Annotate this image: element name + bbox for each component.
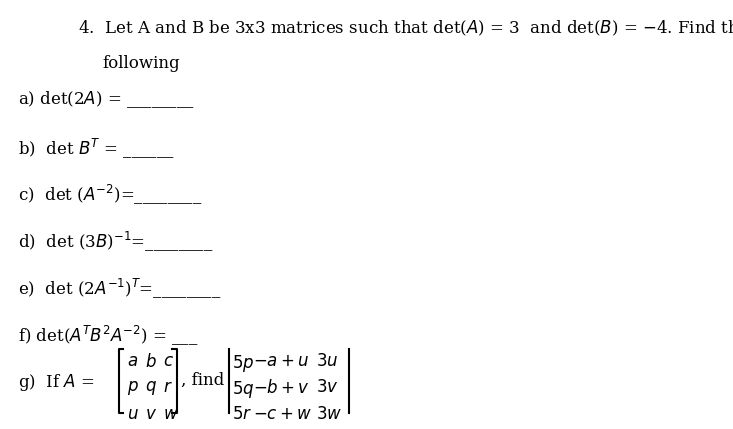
Text: $\mathit{5r}$: $\mathit{5r}$ (232, 406, 253, 423)
Text: b)  det $\mathit{B}^T$ = ______: b) det $\mathit{B}^T$ = ______ (18, 136, 174, 160)
Text: $\mathit{r}$: $\mathit{r}$ (163, 379, 173, 396)
Text: $\mathit{3u}$: $\mathit{3u}$ (316, 353, 339, 370)
Text: $\mathit{5q}$: $\mathit{5q}$ (232, 379, 255, 400)
Text: $\mathit{5p}$: $\mathit{5p}$ (232, 353, 255, 374)
Text: f) det($\mathit{A}^T\mathit{B}^2\mathit{A}^{-2}$) = ___: f) det($\mathit{A}^T\mathit{B}^2\mathit{… (18, 323, 199, 347)
Text: $\mathit{p}$: $\mathit{p}$ (128, 379, 139, 397)
Text: $\mathit{q}$: $\mathit{q}$ (145, 379, 158, 397)
Text: $\mathit{v}$: $\mathit{v}$ (145, 406, 158, 423)
Text: $\mathit{b}$: $\mathit{b}$ (145, 353, 157, 371)
Text: $\mathit{-a+u}$: $\mathit{-a+u}$ (253, 353, 309, 370)
Text: $\mathit{c}$: $\mathit{c}$ (163, 353, 174, 370)
Text: a) det(2$\mathit{A}$) = ________: a) det(2$\mathit{A}$) = ________ (18, 89, 194, 109)
Text: $\mathit{w}$: $\mathit{w}$ (163, 406, 179, 423)
Text: 4.  Let A and B be 3x3 matrices such that det($\mathit{A}$) = 3  and det($\mathi: 4. Let A and B be 3x3 matrices such that… (78, 18, 733, 38)
Text: $\mathit{u}$: $\mathit{u}$ (128, 406, 139, 423)
Text: d)  det (3$\mathit{B}$)$^{-1}$=________: d) det (3$\mathit{B}$)$^{-1}$=________ (18, 230, 213, 253)
Text: e)  det (2$\mathit{A}^{-1}$)$^T$=________: e) det (2$\mathit{A}^{-1}$)$^T$=________ (18, 276, 221, 300)
Text: c)  det ($\mathit{A}^{-2}$)=________: c) det ($\mathit{A}^{-2}$)=________ (18, 182, 202, 206)
Text: $\mathit{-c+w}$: $\mathit{-c+w}$ (253, 406, 312, 423)
Text: , find: , find (181, 372, 224, 389)
Text: $\mathit{3v}$: $\mathit{3v}$ (316, 379, 339, 396)
Text: $\mathit{-b+v}$: $\mathit{-b+v}$ (253, 379, 310, 397)
Text: following: following (103, 54, 180, 72)
Text: $\mathit{3w}$: $\mathit{3w}$ (316, 406, 342, 423)
Text: g)  If $\mathit{A}$ =: g) If $\mathit{A}$ = (18, 372, 95, 393)
Text: $\mathit{a}$: $\mathit{a}$ (128, 353, 139, 370)
